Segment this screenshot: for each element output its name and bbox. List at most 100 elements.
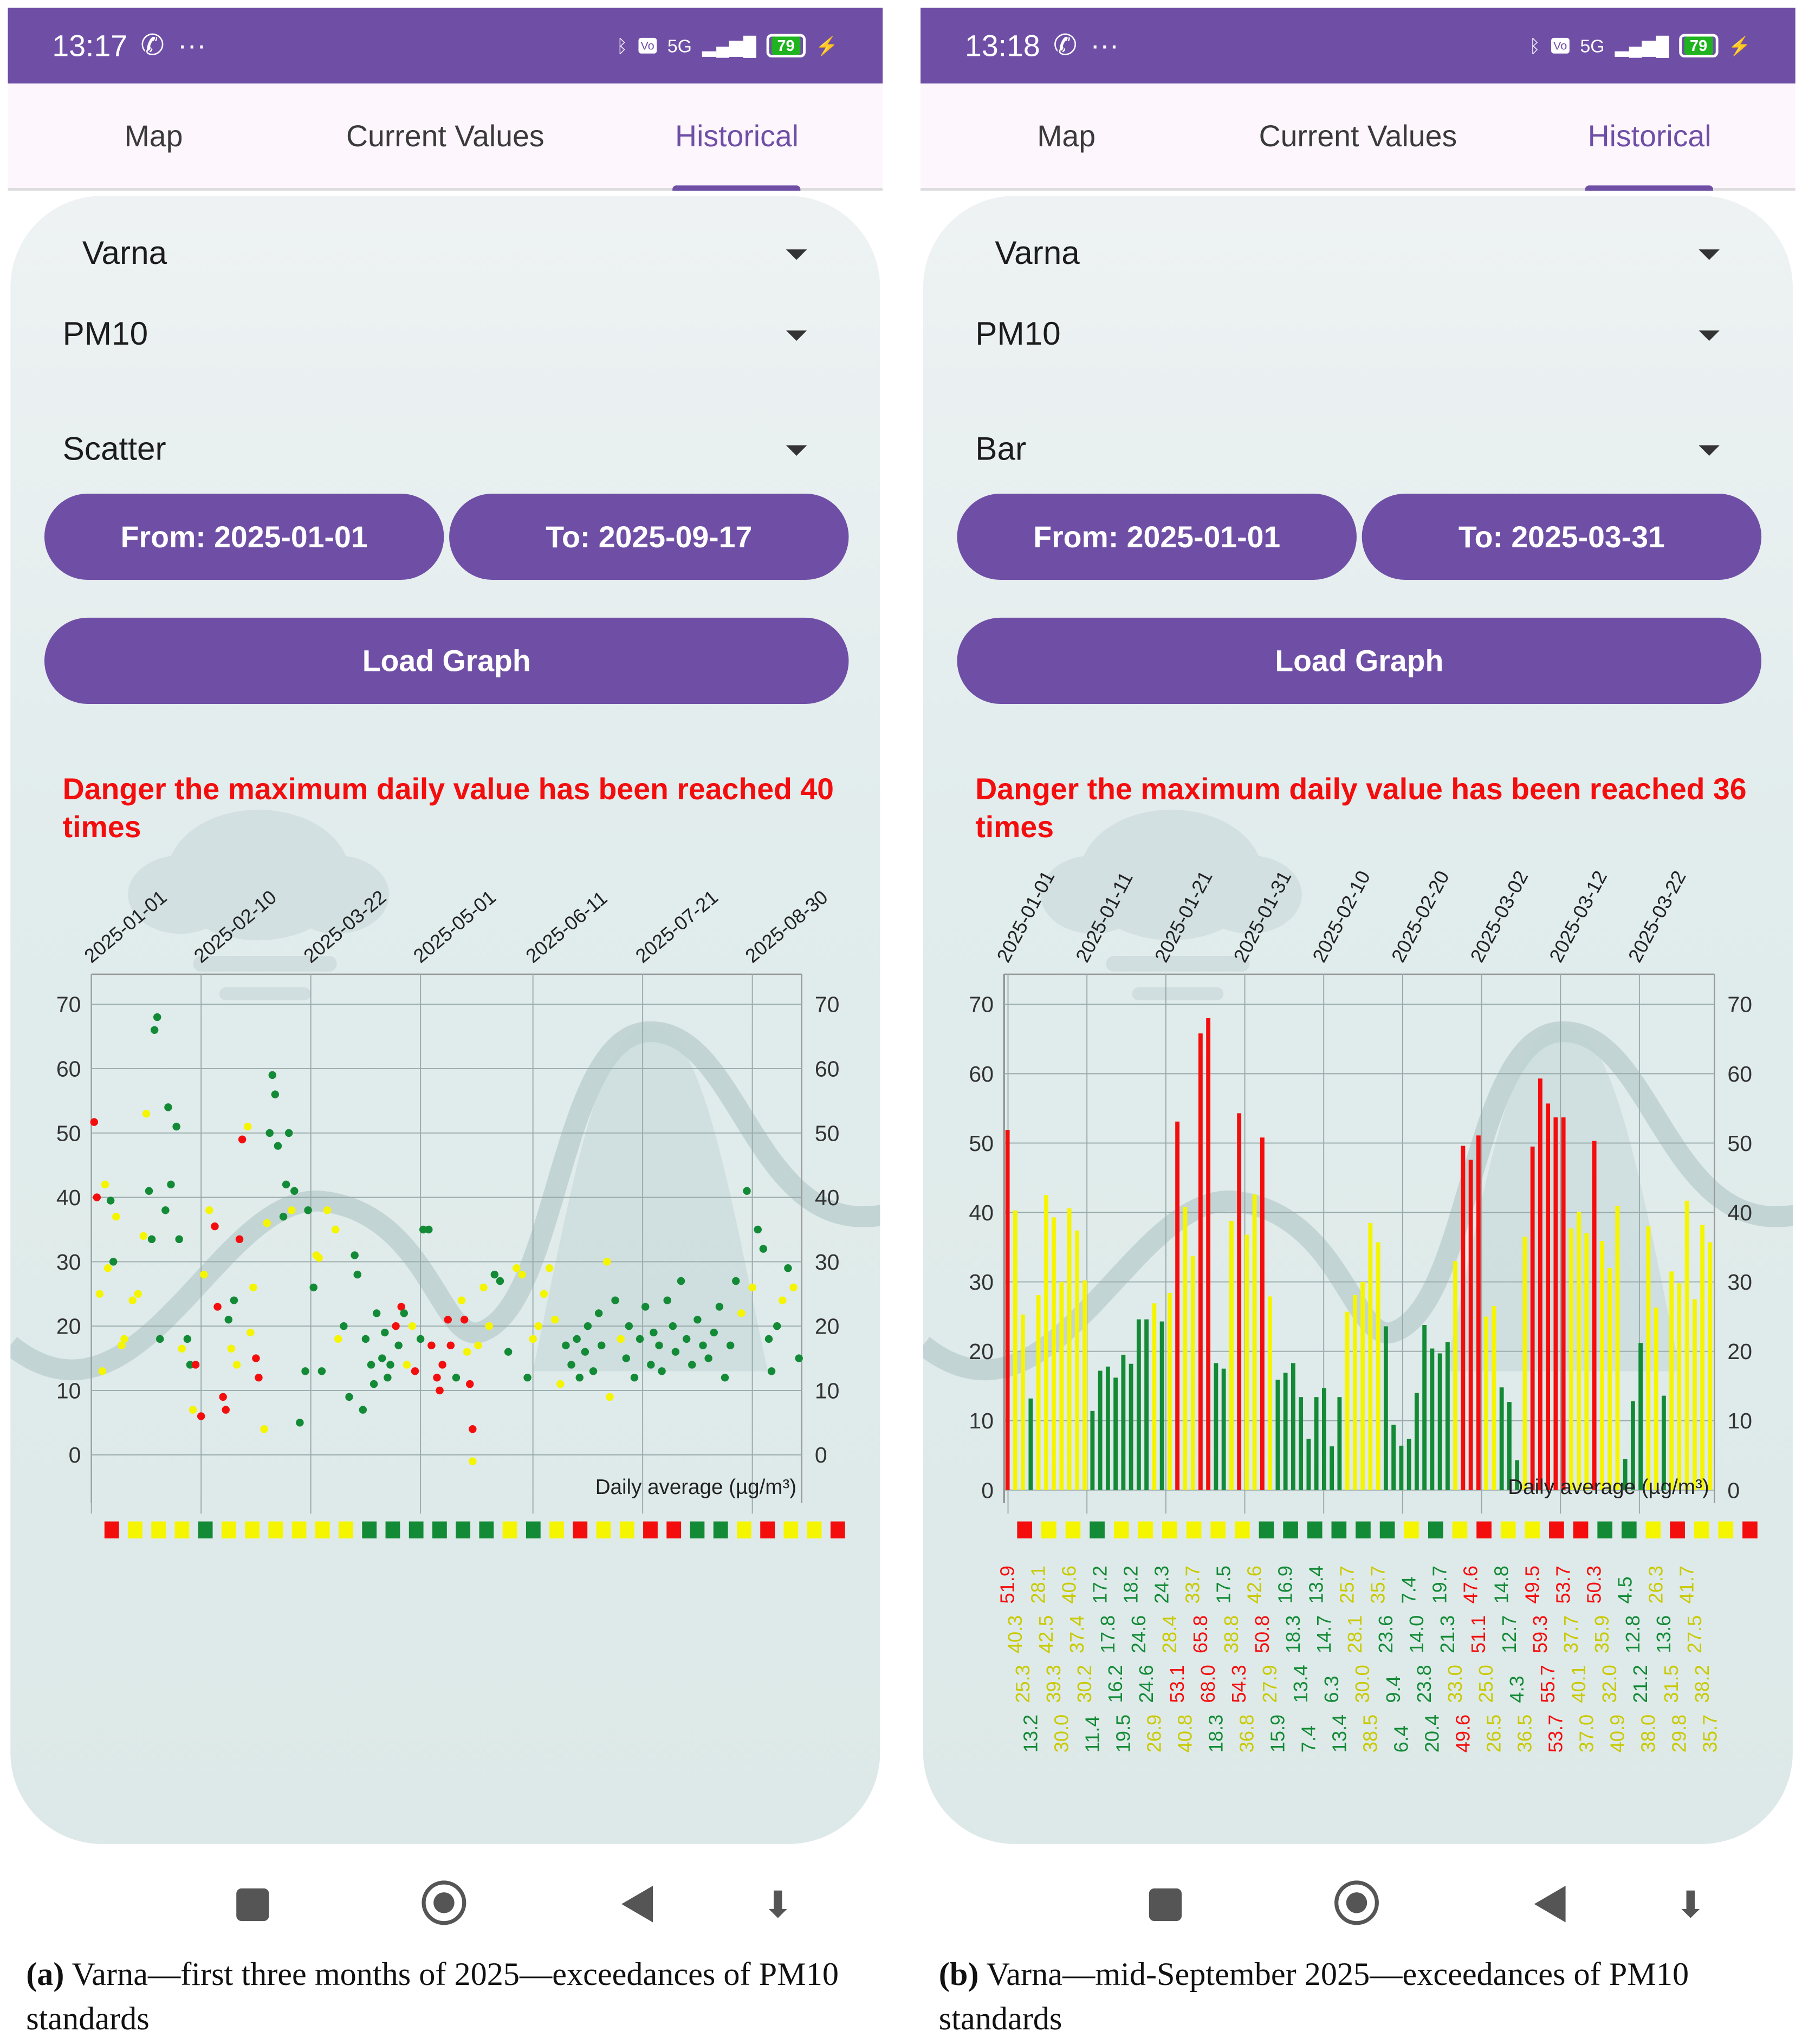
home-button[interactable] — [1334, 1880, 1379, 1925]
battery-level: 79 — [772, 36, 800, 55]
scatter-point — [647, 1361, 655, 1369]
pollutant-dropdown[interactable]: PM10 — [975, 316, 1720, 354]
assistant-button[interactable]: ⬇ — [1675, 1884, 1706, 1925]
scatter-point — [636, 1335, 644, 1343]
bar-value-label: 33.7 — [1182, 1566, 1204, 1603]
bar — [1476, 1135, 1481, 1490]
bar — [1484, 1316, 1489, 1490]
home-button[interactable] — [422, 1880, 466, 1925]
scatter-point — [784, 1264, 792, 1272]
bar — [1515, 1460, 1520, 1490]
daily-status-square — [1549, 1521, 1564, 1538]
tab-map[interactable]: Map — [1037, 118, 1096, 152]
daily-status-square — [526, 1521, 541, 1538]
bar — [1546, 1103, 1551, 1490]
tab-historical[interactable]: Historical — [1503, 83, 1795, 188]
city-dropdown[interactable]: Varna — [995, 235, 1720, 273]
chart-type-dropdown[interactable]: Bar — [975, 431, 1720, 469]
daily-status-square — [1694, 1521, 1709, 1538]
city-dropdown[interactable]: Varna — [82, 235, 807, 273]
bar — [1275, 1380, 1280, 1490]
bar — [1445, 1342, 1450, 1490]
bar-value-label: 21.3 — [1436, 1615, 1459, 1653]
daily-status-square — [1235, 1521, 1250, 1538]
bar-value-label: 51.9 — [996, 1566, 1019, 1603]
recent-apps-button[interactable] — [236, 1888, 269, 1922]
scatter-point — [189, 1406, 197, 1414]
y-tick-label-right: 70 — [815, 992, 840, 1017]
scatter-point — [419, 1225, 427, 1234]
load-graph-button[interactable]: Load Graph — [44, 617, 849, 704]
bar — [1654, 1307, 1658, 1490]
load-graph-button[interactable]: Load Graph — [957, 617, 1762, 704]
caption-text: Varna—mid-September 2025—exceedances of … — [938, 1957, 1689, 2037]
daily-status-square — [1041, 1521, 1056, 1538]
scatter-point — [186, 1361, 195, 1369]
from-date-button[interactable]: From: 2025-01-01 — [44, 493, 444, 580]
bar-value-label: 24.6 — [1135, 1665, 1157, 1703]
back-button[interactable] — [621, 1886, 653, 1923]
recent-apps-button[interactable] — [1149, 1888, 1182, 1922]
daily-status-square — [1283, 1521, 1298, 1538]
assistant-button[interactable]: ⬇ — [762, 1884, 793, 1925]
scatter-point — [238, 1135, 247, 1143]
daily-status-square — [1210, 1521, 1226, 1538]
bar — [1144, 1319, 1149, 1490]
scatter-point — [334, 1335, 342, 1343]
daily-status-square — [1452, 1521, 1468, 1538]
phone-screen: 13:18 ✆ ··· ᛒ Vo 5G ▂▄▆█ 79 ⚡ Map Curren… — [921, 8, 1795, 1948]
chart-type-dropdown[interactable]: Scatter — [63, 431, 807, 469]
daily-status-square — [151, 1521, 166, 1538]
bar — [1260, 1137, 1265, 1490]
tab-current-values[interactable]: Current Values — [1259, 118, 1457, 152]
scatter-point — [353, 1270, 361, 1279]
daily-status-square — [291, 1521, 307, 1538]
scatter-point — [98, 1367, 107, 1375]
bar-value-label: 23.6 — [1375, 1615, 1397, 1653]
y-tick-label: 60 — [969, 1062, 994, 1086]
bar-value-label: 17.8 — [1097, 1615, 1119, 1653]
daily-status-square — [1138, 1521, 1153, 1538]
bar-value-label: 40.9 — [1606, 1715, 1628, 1752]
bar — [1646, 1226, 1651, 1490]
bar-value-label: 54.3 — [1228, 1665, 1250, 1703]
scatter-point — [93, 1193, 101, 1201]
bar-value-label: 49.6 — [1451, 1715, 1474, 1752]
tab-historical[interactable]: Historical — [591, 83, 883, 188]
scatter-point — [411, 1367, 419, 1375]
bar — [1283, 1373, 1288, 1490]
scatter-point — [167, 1180, 175, 1189]
scatter-point — [101, 1180, 109, 1189]
scatter-point — [384, 1373, 392, 1382]
scatter-point — [584, 1322, 592, 1330]
scatter-point — [682, 1335, 691, 1343]
scatter-point — [433, 1373, 441, 1382]
scatter-point — [658, 1367, 666, 1375]
pollutant-dropdown[interactable]: PM10 — [63, 316, 807, 354]
scatter-point — [523, 1373, 531, 1382]
bar-value-label: 68.0 — [1197, 1665, 1219, 1703]
daily-status-square — [1307, 1521, 1323, 1538]
bar — [1113, 1377, 1118, 1490]
bar-value-label: 65.8 — [1189, 1615, 1211, 1653]
bar-value-label: 40.1 — [1567, 1665, 1590, 1703]
caption-tag: (a) — [26, 1957, 64, 1993]
y-tick-label-right: 40 — [1727, 1200, 1752, 1225]
bar-value-label: 12.8 — [1622, 1615, 1644, 1653]
scatter-point — [669, 1322, 677, 1330]
scatter-point — [271, 1090, 280, 1098]
scatter-point — [704, 1354, 712, 1362]
tab-current-values[interactable]: Current Values — [346, 118, 544, 152]
to-date-button[interactable]: To: 2025-03-31 — [1362, 493, 1762, 580]
bar — [1129, 1363, 1133, 1490]
bar — [1499, 1387, 1504, 1490]
daily-status-square — [1670, 1521, 1685, 1538]
back-button[interactable] — [1534, 1886, 1566, 1923]
bar-value-label: 14.0 — [1405, 1615, 1428, 1653]
bar-value-label: 19.5 — [1112, 1715, 1134, 1752]
tab-map[interactable]: Map — [124, 118, 183, 152]
bar-value-label: 24.3 — [1151, 1566, 1173, 1603]
to-date-button[interactable]: To: 2025-09-17 — [449, 493, 849, 580]
from-date-button[interactable]: From: 2025-01-01 — [957, 493, 1357, 580]
bar-value-label: 41.7 — [1676, 1566, 1698, 1603]
